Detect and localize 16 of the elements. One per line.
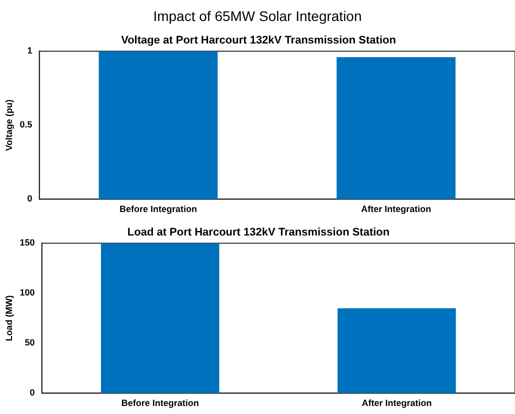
y-tick-label: 0.5 <box>20 120 32 130</box>
y-tick-label: 100 <box>20 288 35 298</box>
chart-title: Impact of 65MW Solar Integration <box>152 8 363 24</box>
y-tick-label: 50 <box>24 338 35 348</box>
x-tick-label: After Integration <box>362 398 432 408</box>
y-tick-label: 1 <box>27 46 32 56</box>
x-tick-label: Before Integration <box>121 398 199 408</box>
x-tick-label: Before Integration <box>119 204 197 214</box>
y-axis-title: Load (MW) <box>4 295 14 342</box>
y-axis-title: Voltage (pu) <box>4 100 14 151</box>
y-tick-label: 0 <box>27 194 32 204</box>
y-tick-label: 0 <box>30 388 35 398</box>
chart-title: Load at Port Harcourt 132kV Transmission Station <box>127 226 390 239</box>
y-tick-label: 150 <box>20 238 35 248</box>
x-tick-label: After Integration <box>361 204 432 214</box>
chart-subtitle: Voltage at Port Harcourt 132kV Transmission Station <box>121 34 396 47</box>
